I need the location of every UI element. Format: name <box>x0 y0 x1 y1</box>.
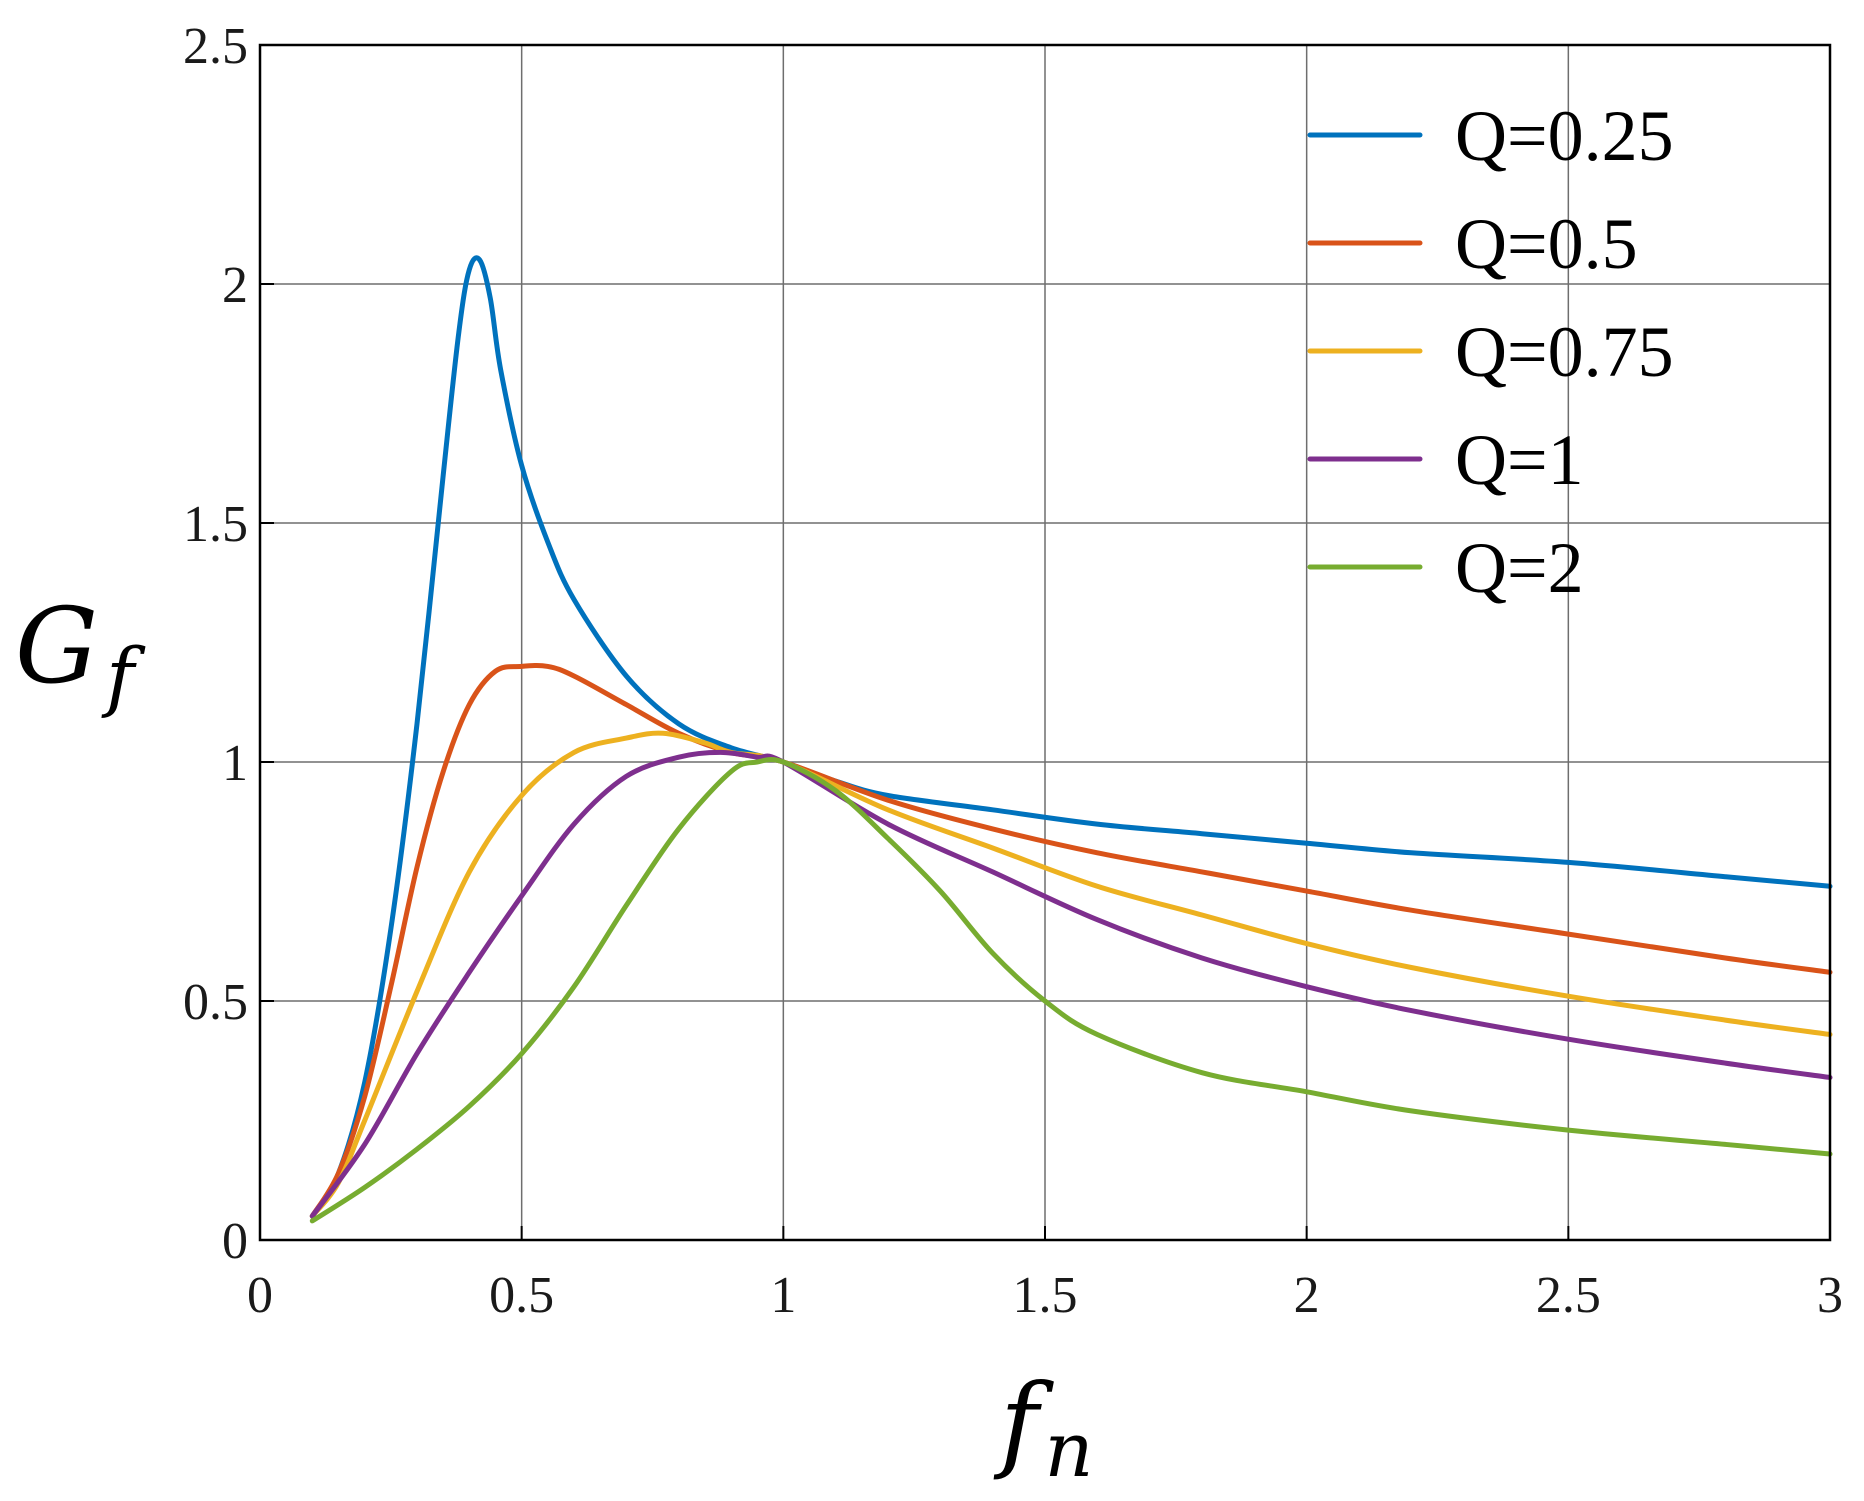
legend-label: Q=1 <box>1455 420 1584 500</box>
x-axis-label-sub: n <box>1045 1405 1094 1494</box>
y-tick-label: 2.5 <box>183 18 248 75</box>
x-tick-labels: 0 0.5 1 1.5 2 2.5 3 <box>247 1226 1843 1324</box>
series-line-q-0-25 <box>309 255 1833 1219</box>
legend-label: Q=0.25 <box>1455 96 1674 176</box>
legend-label: Q=0.75 <box>1455 312 1674 392</box>
y-tick-label: 0.5 <box>183 974 248 1031</box>
x-tick-label: 0.5 <box>489 1267 554 1324</box>
series-line-q-1 <box>309 749 1833 1219</box>
y-axis-label-main: G <box>15 585 98 707</box>
x-tick-label: 1.5 <box>1013 1267 1078 1324</box>
y-axis-label-sub: f <box>101 631 146 720</box>
y-tick-label: 0 <box>222 1213 248 1270</box>
x-tick-label: 1 <box>770 1267 796 1324</box>
x-tick-label: 3 <box>1817 1267 1843 1324</box>
legend-label: Q=0.5 <box>1455 204 1638 284</box>
legend-label: Q=2 <box>1455 528 1584 608</box>
legend: Q=0.25 Q=0.5 Q=0.75 Q=1 Q=2 <box>1307 96 1674 608</box>
series-line-q-2 <box>309 756 1833 1224</box>
x-tick-label: 0 <box>247 1267 273 1324</box>
x-tick-label: 2 <box>1294 1267 1320 1324</box>
x-axis-label: fn <box>993 1361 1093 1494</box>
x-tick-label: 2.5 <box>1536 1267 1601 1324</box>
y-tick-label: 1.5 <box>183 496 248 553</box>
y-tick-label: 1 <box>222 735 248 792</box>
series-lines <box>309 255 1833 1224</box>
y-tick-label: 2 <box>222 257 248 314</box>
y-tick-labels: 0 0.5 1 1.5 2 2.5 <box>183 18 274 1270</box>
